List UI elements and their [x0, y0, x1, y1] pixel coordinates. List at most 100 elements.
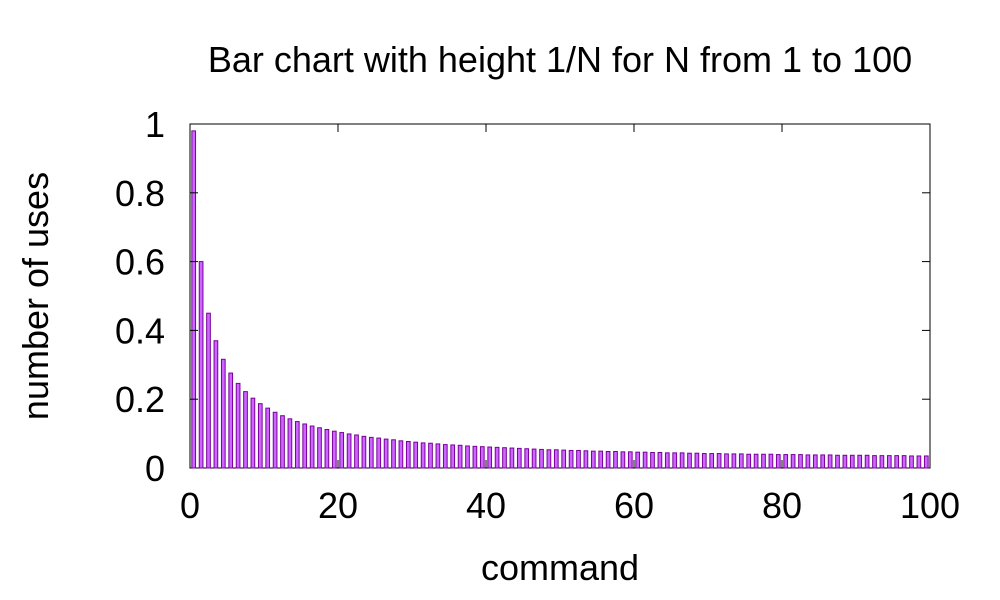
bar	[798, 454, 803, 469]
bar	[672, 452, 678, 469]
bar	[849, 454, 855, 469]
bar	[731, 453, 737, 469]
y-tick-label: 0.4	[115, 310, 165, 351]
bar	[331, 430, 337, 469]
bar	[391, 439, 396, 469]
bar	[620, 451, 626, 469]
bar	[206, 312, 211, 469]
bar	[272, 411, 278, 469]
y-tick-label: 1	[145, 104, 165, 145]
bar	[923, 455, 929, 469]
bar	[198, 261, 204, 469]
bar	[302, 423, 308, 469]
bar	[191, 130, 197, 469]
bar	[768, 453, 774, 469]
bar	[442, 444, 448, 469]
bar	[872, 455, 877, 469]
plot-area-frame	[189, 123, 931, 469]
bar	[405, 441, 411, 469]
bar	[738, 453, 744, 469]
bar	[546, 449, 552, 469]
bar	[576, 449, 581, 469]
bar	[428, 442, 433, 469]
bar	[257, 403, 263, 469]
bar	[568, 449, 574, 469]
bar	[346, 433, 352, 469]
bar	[502, 447, 507, 469]
y-tick-label: 0.8	[115, 173, 165, 214]
bar	[664, 452, 670, 469]
x-tick-label: 20	[318, 485, 358, 526]
bar	[879, 455, 885, 469]
bar	[694, 452, 700, 469]
bar	[886, 455, 892, 469]
bar	[916, 455, 922, 469]
bar	[494, 446, 500, 469]
bar	[590, 450, 596, 469]
x-tick-label: 40	[466, 485, 506, 526]
bar	[701, 453, 707, 469]
y-tick-label: 0.2	[115, 379, 165, 420]
y-tick-label: 0	[145, 448, 165, 489]
bar	[413, 441, 419, 469]
bar	[487, 446, 493, 469]
bar	[465, 445, 470, 469]
bar	[243, 391, 248, 469]
bar	[657, 452, 663, 469]
bar	[842, 454, 848, 469]
bar	[790, 454, 796, 469]
bar	[716, 453, 722, 469]
bar	[361, 435, 367, 469]
bar	[450, 444, 456, 469]
bar	[775, 454, 781, 469]
bar	[531, 448, 537, 469]
bar	[516, 447, 522, 469]
bar	[435, 443, 441, 469]
bar	[753, 453, 759, 469]
x-tick-label: 0	[180, 485, 200, 526]
bar	[561, 449, 567, 469]
bar	[812, 454, 818, 469]
bar	[398, 440, 404, 469]
y-tick-labels: 0 0.2 0.4 0.6 0.8 1	[115, 104, 165, 489]
bar	[539, 448, 544, 469]
x-tick-label: 60	[614, 485, 654, 526]
bar	[783, 454, 789, 469]
bar	[894, 455, 900, 469]
bar	[383, 438, 389, 469]
bar	[250, 397, 256, 469]
bar	[472, 445, 478, 469]
chart-title: Bar chart with height 1/N for N from 1 t…	[208, 39, 912, 80]
ticks-group	[190, 124, 930, 468]
bar	[635, 451, 641, 469]
bar	[598, 450, 604, 469]
bar	[761, 453, 766, 469]
bar	[583, 450, 589, 469]
bar	[650, 452, 655, 469]
bar	[228, 372, 234, 469]
bar	[324, 428, 330, 469]
bar	[857, 454, 863, 469]
y-axis-label: number of uses	[15, 172, 56, 420]
bar	[605, 450, 611, 469]
bar	[805, 454, 811, 469]
bar	[827, 454, 833, 469]
bars-group	[191, 130, 929, 469]
bar	[613, 450, 618, 469]
bar	[687, 452, 692, 469]
x-tick-label: 80	[762, 485, 802, 526]
bar	[901, 455, 907, 469]
bar	[354, 434, 359, 469]
bar	[864, 454, 870, 469]
bar	[679, 452, 685, 469]
bar	[309, 425, 315, 469]
bar	[835, 454, 840, 469]
bar	[368, 436, 374, 469]
bar	[509, 447, 515, 469]
bar	[339, 432, 345, 469]
bar	[235, 382, 241, 469]
bar	[709, 453, 715, 469]
bar	[213, 340, 219, 469]
bar	[287, 418, 293, 469]
